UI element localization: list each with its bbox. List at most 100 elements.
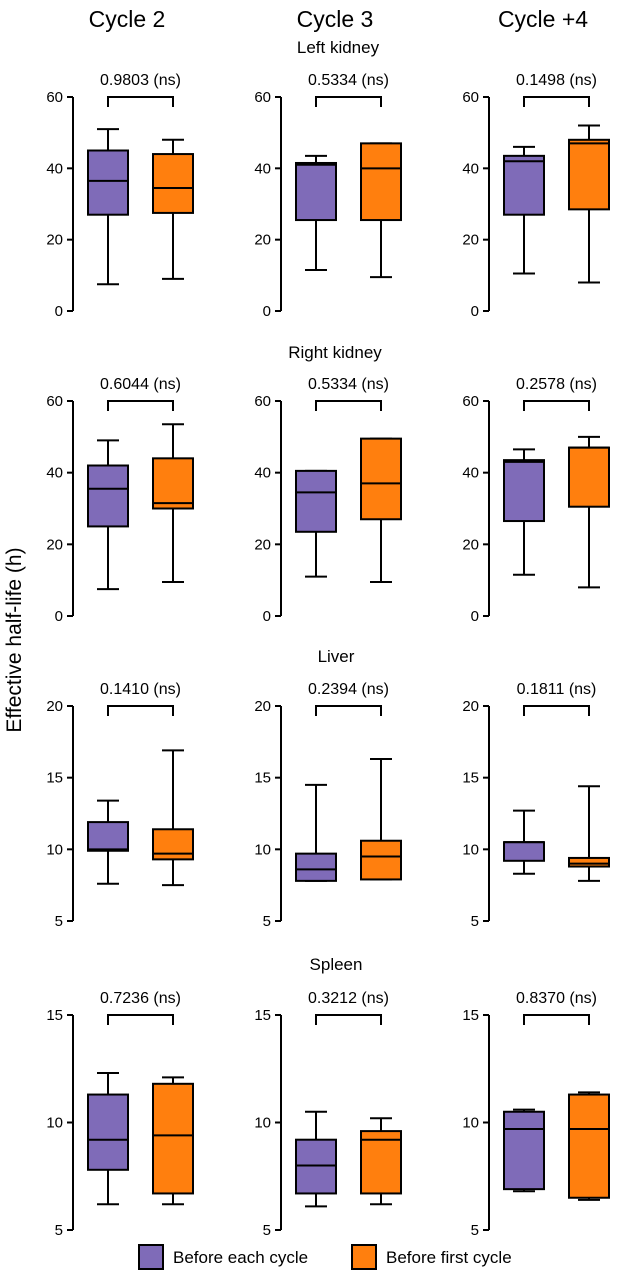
panel-5-before-first-cycle-box: [360, 437, 402, 521]
panel-6-before-first-cycle-box: [568, 446, 610, 508]
legend-label-before-each-cycle: Before each cycle: [173, 1248, 308, 1267]
panel-7-significance-bracket: [107, 705, 174, 716]
panel-7-y-tick-label: 15: [46, 770, 63, 787]
row-title-liver: Liver: [318, 647, 355, 666]
panel-6-p-value: 0.2578 (ns): [516, 376, 597, 393]
panel-2-significance-bracket: [315, 96, 382, 107]
panel-4-before-first-cycle-box: [152, 457, 194, 510]
panel-10-y-tick-label: 10: [46, 1115, 63, 1132]
panel-3-y-tick-label: 60: [462, 89, 479, 106]
panel-9-y-tick-label: 20: [462, 698, 479, 715]
panel-7-y-tick-label: 20: [46, 698, 63, 715]
legend: Before each cycle Before first cycle: [138, 1244, 512, 1270]
panel-8-p-value: 0.2394 (ns): [308, 681, 389, 698]
panel-2-y-tick-label: 60: [254, 89, 271, 106]
panel-11-before-first-cycle-box: [360, 1130, 402, 1195]
panel-8-y-tick-label: 15: [254, 770, 271, 787]
panel-4-y-tick-label: 20: [46, 536, 63, 553]
panel-9-p-value: 0.1811 (ns): [517, 681, 597, 698]
panel-1-significance-bracket: [107, 96, 174, 107]
panel-1-y-tick-label: 20: [46, 232, 63, 249]
panel-4-y-tick-label: 60: [46, 393, 63, 410]
panel-12-p-value: 0.8370 (ns): [516, 990, 597, 1007]
panel-5-before-each-cycle-box: [295, 469, 337, 533]
panel-11-y-tick-label: 15: [254, 1007, 271, 1024]
panel-5-y-tick-label: 60: [254, 393, 271, 410]
panel-10-before-each-cycle-box: [87, 1093, 129, 1171]
panel-7-before-first-cycle-box: [152, 828, 194, 861]
row-title-right-kidney: Right kidney: [288, 343, 382, 362]
panel-12-y-tick-label: 10: [462, 1115, 479, 1132]
row-title-left-kidney: Left kidney: [297, 38, 380, 57]
panel-1-p-value: 0.9803 (ns): [100, 72, 181, 89]
panel-1-y-tick-label: 0: [55, 303, 63, 320]
panel-6-before-each-cycle-box: [503, 459, 545, 523]
panel-11-y-tick-label: 10: [254, 1115, 271, 1132]
panel-7-y-tick-label: 5: [55, 913, 63, 930]
panel-3-before-first-cycle-box: [568, 138, 610, 211]
column-title-cycle-4-plus: Cycle +4: [498, 6, 588, 32]
panel-2-y-tick-label: 20: [254, 232, 271, 249]
panel-7-before-each-cycle-box: [87, 821, 129, 852]
panel-2-before-first-cycle-box: [360, 142, 402, 222]
panel-3-y-tick-label: 20: [462, 232, 479, 249]
panel-5-y-tick-label: 20: [254, 536, 271, 553]
panel-4-p-value: 0.6044 (ns): [100, 376, 181, 393]
panel-9-before-each-cycle-box: [503, 841, 545, 862]
panel-5-y-tick-label: 0: [263, 608, 271, 625]
panel-11-significance-bracket: [315, 1014, 382, 1025]
panel-8-before-each-cycle-box: [295, 852, 337, 882]
column-title-cycle-3: Cycle 3: [297, 6, 374, 32]
panel-3-y-tick-label: 40: [462, 160, 479, 177]
panel-3-p-value: 0.1498 (ns): [516, 72, 597, 89]
panel-8-y-tick-label: 5: [263, 913, 271, 930]
panel-6-y-tick-label: 20: [462, 536, 479, 553]
panel-6-y-tick-label: 60: [462, 393, 479, 410]
column-title-cycle-2: Cycle 2: [89, 6, 166, 32]
panel-9-significance-bracket: [523, 705, 590, 716]
panel-6-y-tick-label: 40: [462, 465, 479, 482]
panel-2-y-tick-label: 40: [254, 160, 271, 177]
legend-swatch-before-each-cycle: [138, 1244, 164, 1270]
panel-6-significance-bracket: [523, 400, 590, 411]
panel-10-significance-bracket: [107, 1014, 174, 1025]
legend-swatch-before-first-cycle: [351, 1244, 377, 1270]
panel-4-y-tick-label: 0: [55, 608, 63, 625]
panel-2-y-tick-label: 0: [263, 303, 271, 320]
panel-8-significance-bracket: [315, 705, 382, 716]
panel-11-p-value: 0.3212 (ns): [308, 990, 389, 1007]
panel-10-before-first-cycle-box: [152, 1082, 194, 1195]
panel-8-y-tick-label: 20: [254, 698, 271, 715]
panel-1-before-first-cycle-box: [152, 153, 194, 214]
row-title-spleen: Spleen: [310, 955, 363, 974]
panel-3-significance-bracket: [523, 96, 590, 107]
panel-4-y-tick-label: 40: [46, 465, 63, 482]
panel-7-y-tick-label: 10: [46, 841, 63, 858]
panel-11-y-tick-label: 5: [263, 1222, 271, 1239]
panel-2-before-each-cycle-box: [295, 161, 337, 222]
panel-8-before-first-cycle-box: [360, 839, 402, 881]
panel-9-before-first-cycle-box: [568, 856, 610, 868]
panel-10-p-value: 0.7236 (ns): [100, 990, 181, 1007]
panel-9-y-tick-label: 10: [462, 841, 479, 858]
panel-7-p-value: 0.1410 (ns): [100, 681, 181, 698]
panel-11-before-each-cycle-box: [295, 1138, 337, 1195]
panel-12-before-each-cycle-box: [503, 1110, 545, 1191]
panel-5-y-tick-label: 40: [254, 465, 271, 482]
panel-3-before-each-cycle-box: [503, 154, 545, 216]
panel-4-significance-bracket: [107, 400, 174, 411]
panel-9-y-tick-label: 5: [471, 913, 479, 930]
y-axis-label: Effective half-life (h): [3, 547, 26, 732]
panel-10-y-tick-label: 5: [55, 1222, 63, 1239]
panel-12-significance-bracket: [523, 1014, 590, 1025]
panel-12-y-tick-label: 5: [471, 1222, 479, 1239]
panel-10-y-tick-label: 15: [46, 1007, 63, 1024]
panels-layer: 0 20 40 60 0.9803 (ns) 0 20 40 60 0.5334 (ns) 0 20 4…: [46, 72, 610, 1239]
panel-12-before-first-cycle-box: [568, 1093, 610, 1199]
panel-1-y-tick-label: 60: [46, 89, 63, 106]
panel-1-y-tick-label: 40: [46, 160, 63, 177]
panel-6-y-tick-label: 0: [471, 608, 479, 625]
legend-label-before-first-cycle: Before first cycle: [386, 1248, 512, 1267]
panel-3-y-tick-label: 0: [471, 303, 479, 320]
